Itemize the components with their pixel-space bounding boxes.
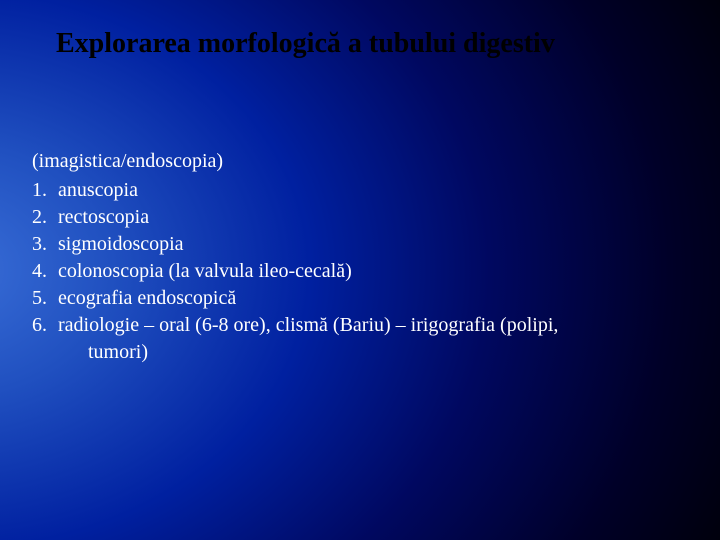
slide-subtitle: (imagistica/endoscopia) [32,148,688,175]
slide-title: Explorarea morfologică a tubului digesti… [56,28,555,60]
item-number: 4. [32,258,58,285]
item-number: 6. [32,312,58,339]
item-text: ecografia endoscopică [58,285,688,312]
item-continuation: tumori) [32,339,688,366]
list-item: 5. ecografia endoscopică [32,285,688,312]
item-text: rectoscopia [58,204,688,231]
list-item: 6. radiologie – oral (6-8 ore), clismă (… [32,312,688,339]
item-text: colonoscopia (la valvula ileo-cecală) [58,258,688,285]
list-item: 2. rectoscopia [32,204,688,231]
item-number: 5. [32,285,58,312]
item-text: anuscopia [58,177,688,204]
item-number: 1. [32,177,58,204]
item-number: 3. [32,231,58,258]
item-number: 2. [32,204,58,231]
slide: Explorarea morfologică a tubului digesti… [0,0,720,540]
list-item: 1. anuscopia [32,177,688,204]
list-item: 4. colonoscopia (la valvula ileo-cecală) [32,258,688,285]
slide-body: (imagistica/endoscopia) 1. anuscopia 2. … [32,148,688,366]
item-text: sigmoidoscopia [58,231,688,258]
list-item: 3. sigmoidoscopia [32,231,688,258]
item-text: radiologie – oral (6-8 ore), clismă (Bar… [58,312,688,339]
